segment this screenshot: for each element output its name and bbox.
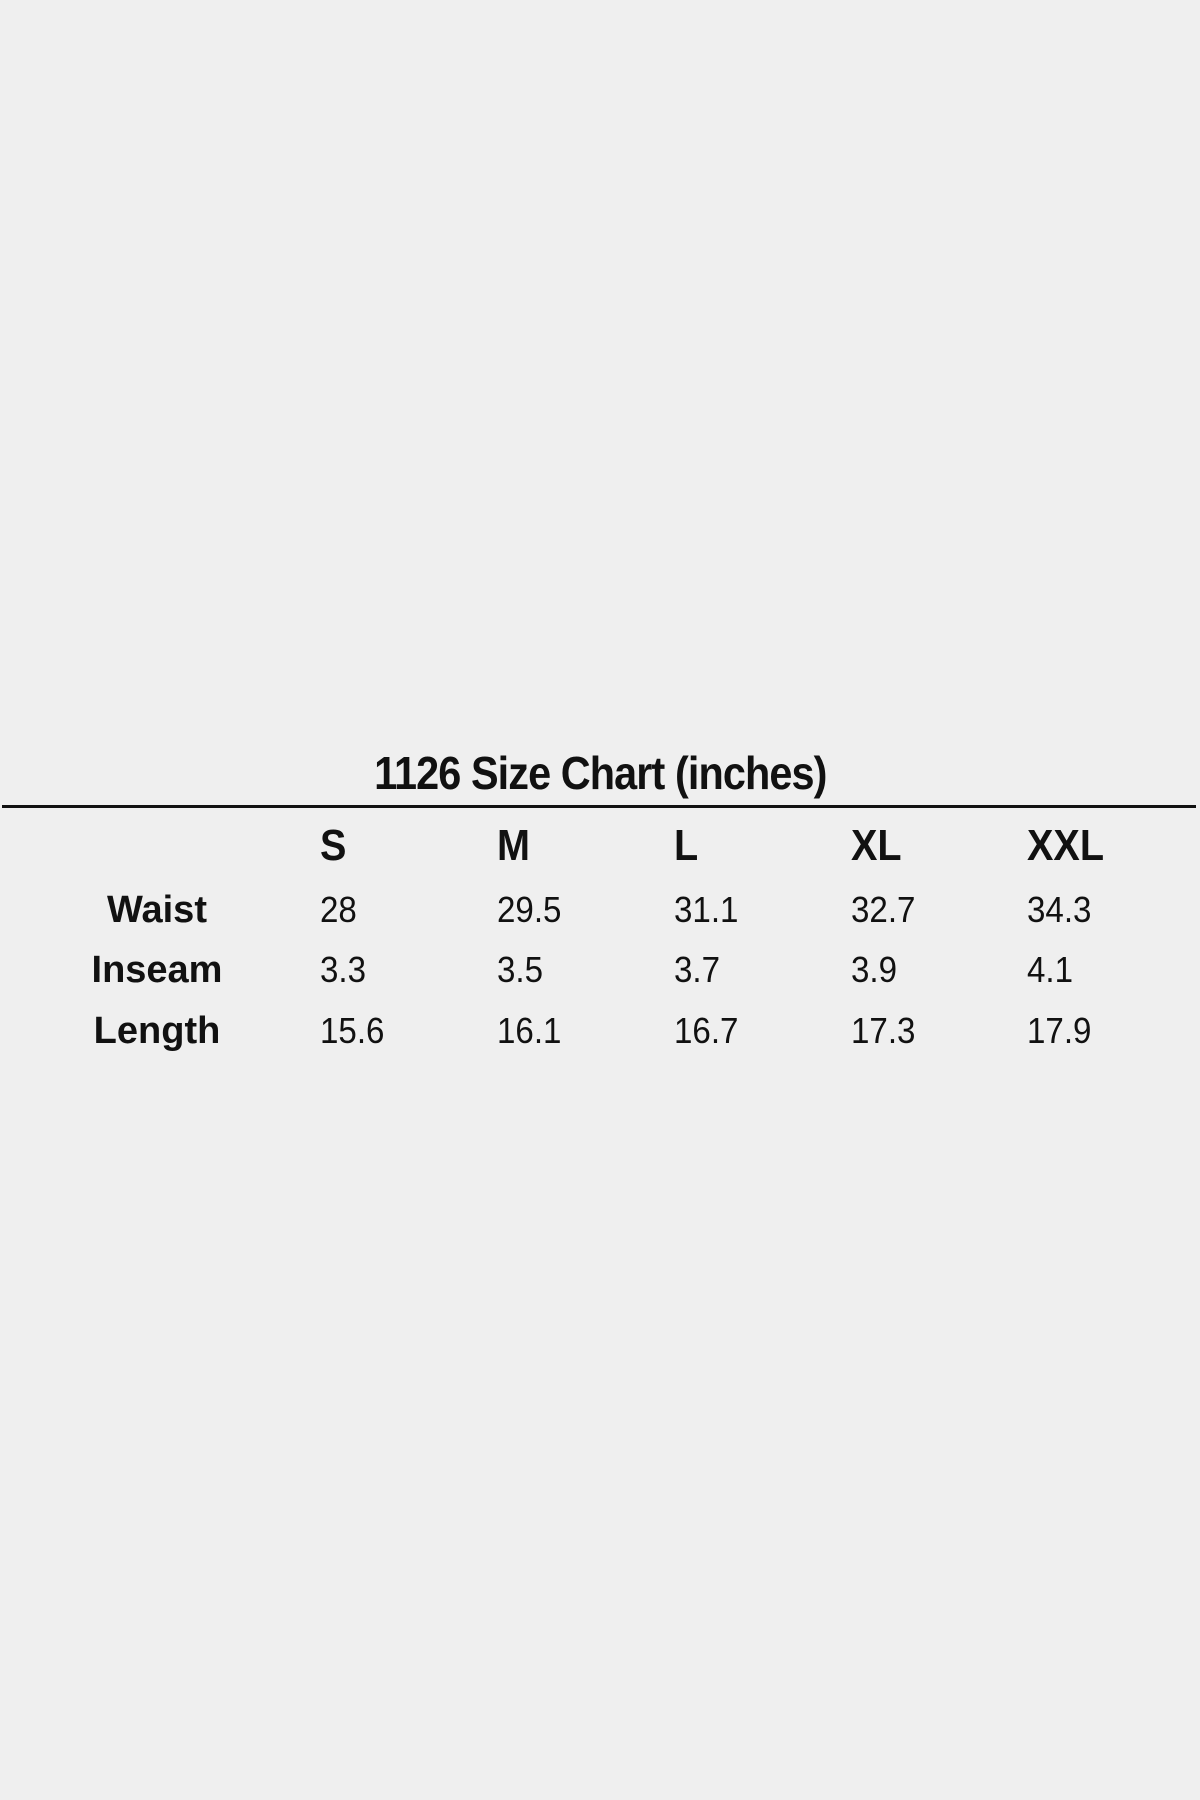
row-label-waist: Waist bbox=[107, 889, 207, 931]
title-divider bbox=[2, 805, 1196, 808]
table-cell: 16.1 bbox=[497, 1010, 562, 1051]
chart-title-text: 1126 Size Chart (inches) bbox=[373, 747, 827, 799]
column-header-s: S bbox=[320, 821, 347, 870]
table-cell: 31.1 bbox=[674, 889, 739, 930]
table-cell: 32.7 bbox=[851, 889, 916, 930]
table-cell: 28 bbox=[320, 889, 357, 930]
table-cell: 17.9 bbox=[1027, 1010, 1092, 1051]
table-cell: 4.1 bbox=[1027, 949, 1074, 990]
chart-title: 1126 Size Chart (inches) bbox=[0, 746, 1200, 800]
table-cell: 3.9 bbox=[851, 949, 898, 990]
row-label-length: Length bbox=[93, 1010, 221, 1052]
table-cell: 17.3 bbox=[851, 1010, 916, 1051]
table-cell: 16.7 bbox=[674, 1010, 739, 1051]
table-cell: 3.5 bbox=[497, 949, 544, 990]
table-cell: 3.7 bbox=[674, 949, 721, 990]
table-cell: 3.3 bbox=[320, 949, 367, 990]
column-header-xxl: XXL bbox=[1027, 821, 1105, 870]
column-header-xl: XL bbox=[851, 821, 902, 870]
column-header-l: L bbox=[674, 821, 699, 870]
column-header-m: M bbox=[497, 821, 530, 870]
row-label-inseam: Inseam bbox=[91, 949, 223, 991]
table-cell: 34.3 bbox=[1027, 889, 1092, 930]
table-cell: 15.6 bbox=[320, 1010, 385, 1051]
table-cell: 29.5 bbox=[497, 889, 562, 930]
